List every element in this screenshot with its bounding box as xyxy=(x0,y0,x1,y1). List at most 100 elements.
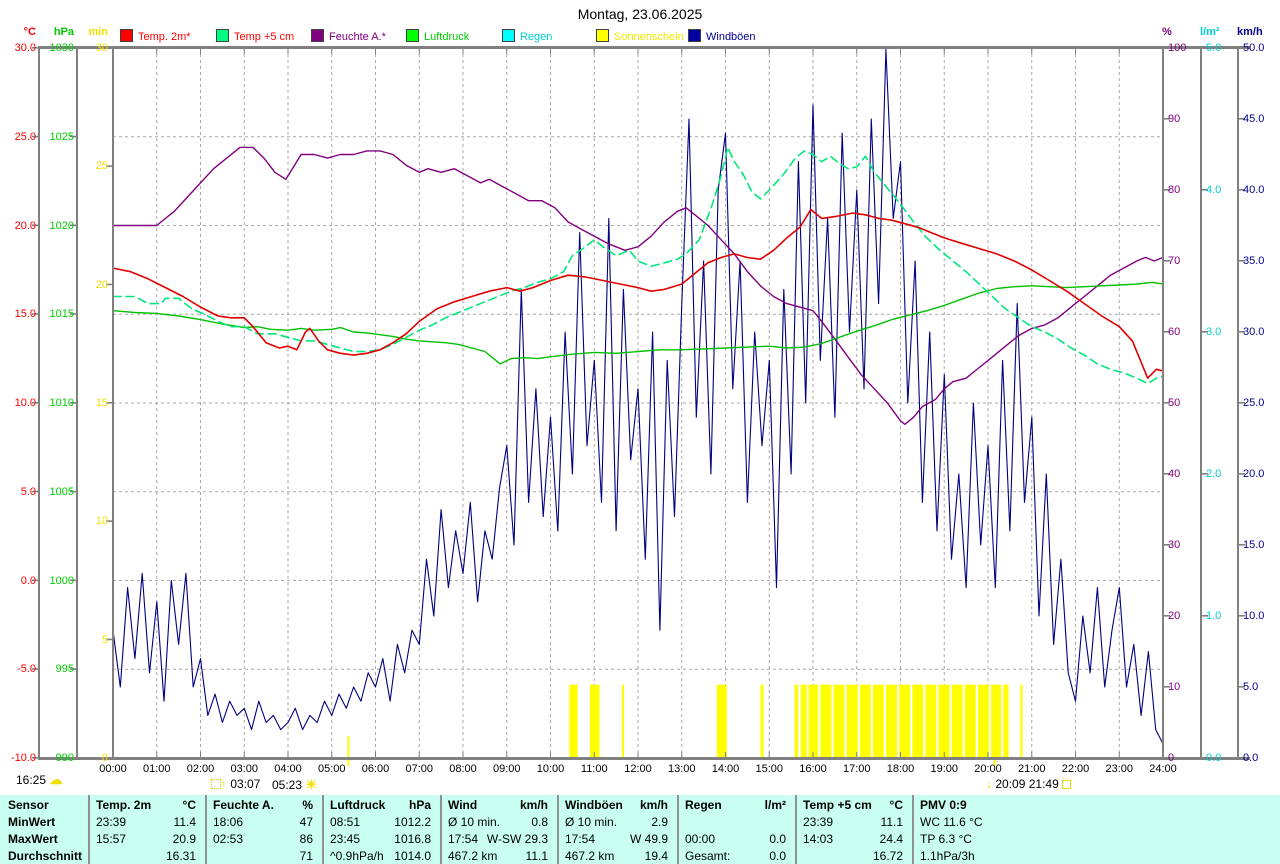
table-cell-text: l/m² xyxy=(765,797,786,813)
table-cell-text: 17:54 xyxy=(448,831,478,847)
series-windb-en xyxy=(113,49,1163,743)
table-cell-text: 16.31 xyxy=(166,848,196,864)
moon-dotted-square-icon xyxy=(211,779,221,789)
sunrise-annotation: 05:23 ☀ xyxy=(272,777,317,793)
table-cell: 16.72 xyxy=(795,848,912,864)
table-cell-text: MinWert xyxy=(8,814,55,830)
x-axis-label: 24:00 xyxy=(1143,763,1183,775)
table-cell-text: hPa xyxy=(409,797,431,813)
table-cell-text: Feuchte A. xyxy=(213,797,274,813)
table-cell: Ø 10 min.0.8 xyxy=(440,814,557,830)
sunset-arrow-down-icon: ↓ xyxy=(986,777,992,791)
table-cell-text: Luftdruck xyxy=(330,797,385,813)
table-cell: 1.1hPa/3h xyxy=(912,848,1280,864)
sunshine-bars xyxy=(347,685,1022,766)
table-cell-text: 0.0 xyxy=(769,848,786,864)
axis-tick-label: 0.0 xyxy=(0,575,36,587)
table-cell-text: Ø 10 min. xyxy=(448,814,500,830)
table-cell-text: 20.9 xyxy=(173,831,196,847)
table-cell: Ø 10 min.2.9 xyxy=(557,814,677,830)
table-cell-text: 00:00 xyxy=(685,831,715,847)
table-cell-text: °C xyxy=(183,797,196,813)
table-cell-text: W-SW 29.3 xyxy=(487,831,548,847)
axis-tick-label: -5.0 xyxy=(0,663,36,675)
x-axis-label: 09:00 xyxy=(487,763,527,775)
x-axis-label: 04:00 xyxy=(268,763,308,775)
axis-tick-label: 5.0 xyxy=(1206,42,1246,54)
x-axis-label: 06:00 xyxy=(356,763,396,775)
table-cell: 00:000.0 xyxy=(677,831,795,847)
axis-tick-label: 995 xyxy=(34,663,74,675)
axis-tick-label: 3.0 xyxy=(1206,326,1246,338)
table-cell-text: 15:57 xyxy=(96,831,126,847)
table-cell-text: 467.2 km xyxy=(448,848,497,864)
axis-tick-label: 1015 xyxy=(34,308,74,320)
table-cell-text: 86 xyxy=(300,831,313,847)
axis-tick-label: 0.0 xyxy=(1206,752,1246,764)
table-cell: 467.2 km19.4 xyxy=(557,848,677,864)
axis-tick-label: 15 xyxy=(68,397,108,409)
axis-tick-label: 1020 xyxy=(34,220,74,232)
table-cell-text: 1014.0 xyxy=(394,848,431,864)
x-axis-label: 14:00 xyxy=(706,763,746,775)
axis-tick-label: 10.0 xyxy=(0,397,36,409)
table-cell-text: Regen xyxy=(685,797,722,813)
axis-tick-label: 30.0 xyxy=(0,42,36,54)
table-cell-text: 02:53 xyxy=(213,831,243,847)
x-axis-label: 23:00 xyxy=(1099,763,1139,775)
axis-tick-label: 25 xyxy=(68,160,108,172)
table-cell-text: ^0.9hPa/h xyxy=(330,848,384,864)
axis-tick-label: 30 xyxy=(1168,539,1208,551)
table-cell-text: Ø 10 min. xyxy=(565,814,617,830)
table-cell-text: 08:51 xyxy=(330,814,360,830)
table-cell: Luftdruck hPa xyxy=(322,797,440,813)
axis-tick-label: 20 xyxy=(1168,610,1208,622)
x-axis-label: 19:00 xyxy=(924,763,964,775)
x-axis-label: 02:00 xyxy=(181,763,221,775)
sunshine-total-value: 16:25 xyxy=(16,773,46,787)
table-cell-text: TP 6.3 °C xyxy=(920,831,972,847)
table-cell-text: 1016.8 xyxy=(394,831,431,847)
table-cell-text: 14:03 xyxy=(803,831,833,847)
axis-tick-label: 60 xyxy=(1168,326,1208,338)
table-cell-text: 1.1hPa/3h xyxy=(920,848,975,864)
table-cell-text: Gesamt: xyxy=(685,848,730,864)
axis-tick-label: 40.0 xyxy=(1243,184,1280,196)
axis-tick-label: 35.0 xyxy=(1243,255,1280,267)
table-cell-text: 18:06 xyxy=(213,814,243,830)
x-axis-label: 17:00 xyxy=(837,763,877,775)
x-axis-label: 11:00 xyxy=(574,763,614,775)
axis-tick-label: 15.0 xyxy=(1243,539,1280,551)
table-cell: Windkm/h xyxy=(440,797,557,813)
table-cell-text: 23:45 xyxy=(330,831,360,847)
table-cell: 23:3911.1 xyxy=(795,814,912,830)
axis-tick-label: 30 xyxy=(68,42,108,54)
x-axis-label: 00:00 xyxy=(93,763,133,775)
table-cell-text: Windböen xyxy=(565,797,623,813)
table-cell-text: MaxWert xyxy=(8,831,58,847)
axis-tick-label: 50 xyxy=(1168,397,1208,409)
axis-tick-label: 10 xyxy=(68,515,108,527)
x-axis-label: 18:00 xyxy=(881,763,921,775)
axis-tick-label: 2.0 xyxy=(1206,468,1246,480)
x-axis-label: 15:00 xyxy=(749,763,789,775)
table-cell-text: Sensor xyxy=(8,797,49,813)
axis-tick-label: 40 xyxy=(1168,468,1208,480)
table-cell-text: Wind xyxy=(448,797,477,813)
x-axis-label: 07:00 xyxy=(399,763,439,775)
table-cell: Regen l/m² xyxy=(677,797,795,813)
table-cell: 02:53 86 xyxy=(205,831,322,847)
x-axis-label: 22:00 xyxy=(1056,763,1096,775)
table-cell-text: 17:54 xyxy=(565,831,595,847)
table-cell: 71 xyxy=(205,848,322,864)
table-cell-text: 47 xyxy=(300,814,313,830)
axis-tick-label: -10.0 xyxy=(0,752,36,764)
table-cell: Temp. 2m°C xyxy=(88,797,205,813)
table-cell-text: 23:39 xyxy=(803,814,833,830)
table-cell: Feuchte A.% xyxy=(205,797,322,813)
table-cell: MinWert xyxy=(0,814,88,830)
sun-icon: ☀ xyxy=(305,777,317,793)
table-cell: 18:06 47 xyxy=(205,814,322,830)
table-cell xyxy=(677,814,795,830)
axis-tick-label: 80 xyxy=(1168,184,1208,196)
